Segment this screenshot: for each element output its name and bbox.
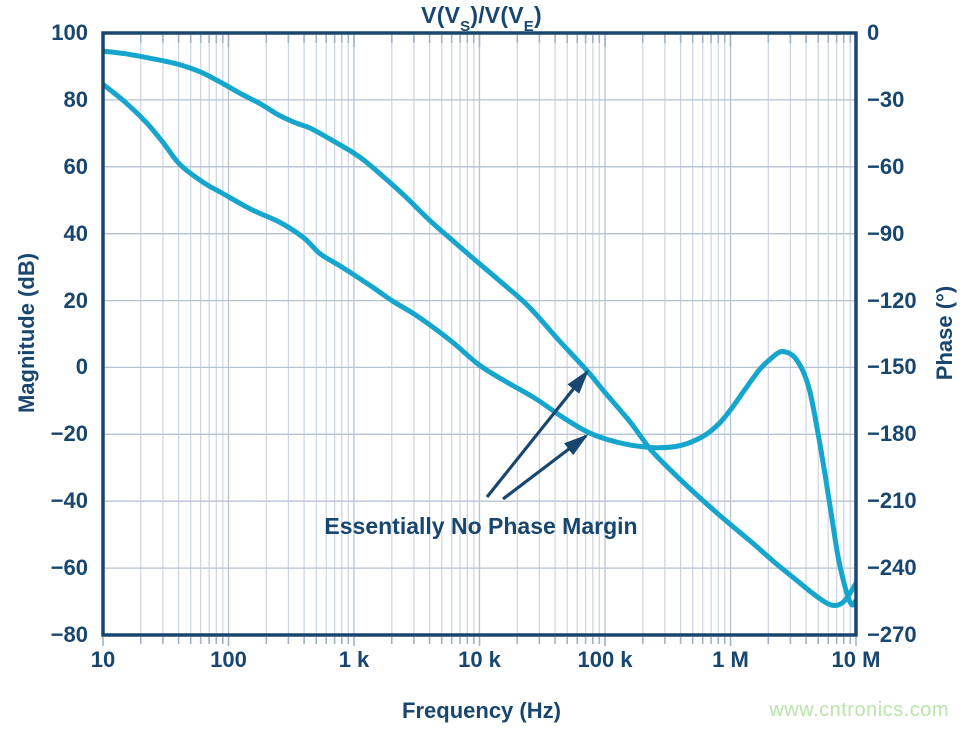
y-left-tick-label: 0 (75, 354, 88, 380)
x-tick-label: 10 M (831, 647, 881, 672)
y-right-tick-label: −210 (867, 488, 917, 514)
curve-phase_deg (103, 81, 856, 608)
axes-frame (101, 31, 858, 637)
y-right-tick-label: −30 (867, 86, 905, 112)
y-left-tick-label: 40 (63, 220, 88, 246)
y-right-tick-label: −60 (867, 153, 905, 179)
y-right-tick-label: −120 (867, 287, 917, 313)
x-tick-label: 1 M (712, 647, 749, 672)
y-left-tick-label: −80 (50, 622, 88, 647)
annotation-arrow-2 (502, 434, 589, 501)
x-tick-label: 10 k (458, 647, 501, 672)
y-right-tick-label: −180 (867, 421, 917, 447)
y-right-tick-label: −90 (867, 220, 905, 246)
y-right-tick-label: −150 (867, 354, 917, 380)
title-text: V(V (421, 2, 461, 28)
annotation-arrow-1 (485, 369, 589, 498)
y-right-tick-label: −240 (867, 555, 917, 581)
y-left-tick-label: 20 (63, 287, 88, 313)
chart-title: V(VS)/V(VE) (421, 2, 542, 35)
y-left-tick-label: 100 (51, 20, 88, 45)
y-left-tick-label: −40 (50, 488, 88, 514)
x-tick-label: 100 (210, 647, 247, 672)
y-left-tick-label: −20 (50, 421, 88, 447)
x-axis-label-frequency: Frequency (Hz) (402, 698, 561, 723)
y-left-tick-label: 60 (63, 153, 88, 179)
curve-magnitude_dB (103, 48, 856, 608)
y-right-tick-label: −270 (867, 622, 917, 647)
y-right-tick-label: 0 (867, 20, 880, 45)
annotation-no-phase-margin: Essentially No Phase Margin (324, 513, 638, 539)
x-tick-label: 1 k (338, 647, 370, 672)
x-tick-label: 10 (90, 647, 116, 672)
x-tick-label: 100 k (577, 647, 633, 672)
title-subscript-e: E (523, 17, 534, 35)
y-left-tick-label: −60 (50, 555, 88, 581)
watermark-cntronics: www.cntronics.com (769, 699, 949, 721)
y-left-tick-label: 80 (63, 86, 88, 112)
title-subscript-s: S (460, 17, 471, 35)
